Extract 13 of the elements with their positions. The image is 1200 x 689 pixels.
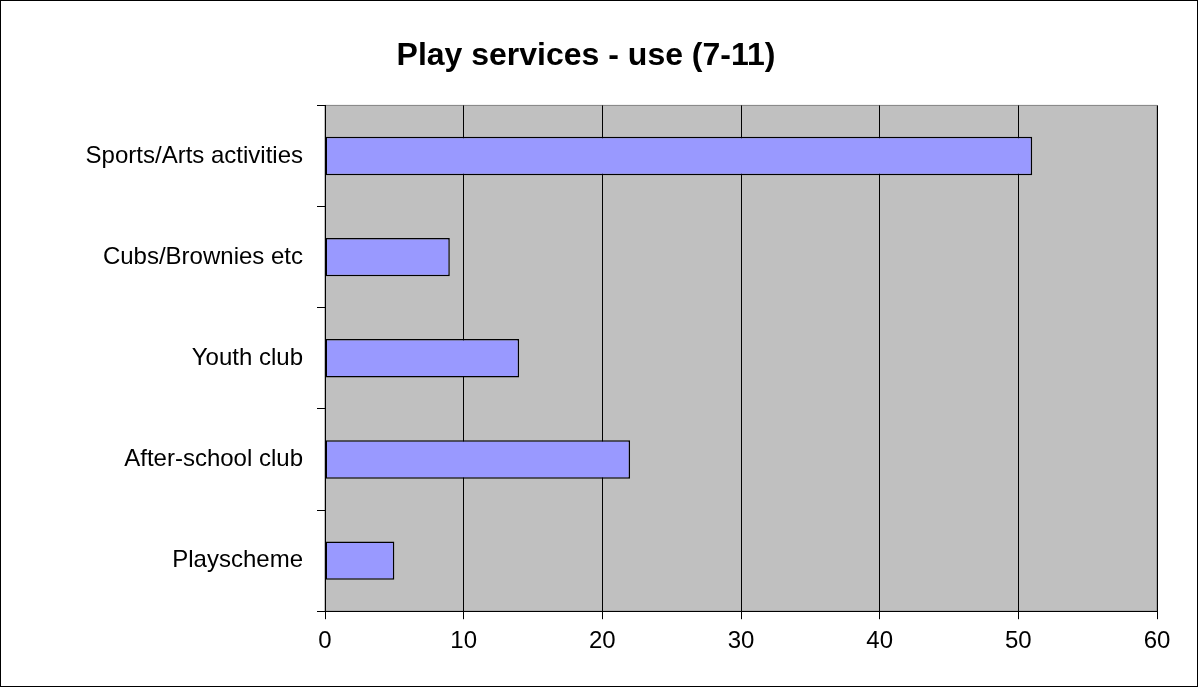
x-tick-label: 40 <box>866 626 894 654</box>
x-tick-label: 50 <box>1004 626 1032 654</box>
x-tick-label: 30 <box>727 626 755 654</box>
y-tick-label: Playscheme <box>172 545 303 573</box>
y-tick-label: Cubs/Brownies etc <box>102 241 303 269</box>
y-tick-label: Youth club <box>191 342 303 370</box>
x-tick-label: 60 <box>1143 626 1171 654</box>
x-tick-label: 10 <box>450 626 478 654</box>
y-tick-label: Sports/Arts activities <box>85 140 303 168</box>
x-tick-label: 20 <box>588 626 616 654</box>
x-tick-label: 0 <box>318 626 332 654</box>
chart-title: Play services - use (7-11) <box>396 36 776 73</box>
y-tick-label: After-school club <box>124 444 303 472</box>
